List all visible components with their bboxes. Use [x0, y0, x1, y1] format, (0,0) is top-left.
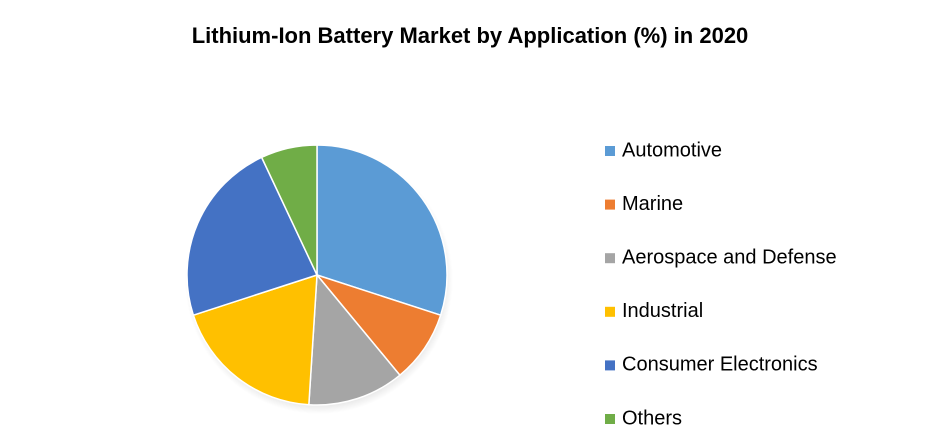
- legend-text: Others: [622, 407, 682, 429]
- legend-text: Industrial: [622, 300, 703, 322]
- pie-slice: [186, 156, 319, 317]
- legend-text: Automotive: [622, 139, 722, 161]
- pie-slice: [192, 273, 318, 406]
- chart-title: Lithium-Ion Battery Market by Applicatio…: [192, 23, 749, 48]
- pie-slice: [316, 144, 448, 317]
- legend-swatch: [605, 360, 615, 371]
- legend-swatch: [605, 199, 615, 210]
- legend-swatch: [605, 253, 615, 264]
- legend-text: Consumer Electronics: [622, 354, 818, 376]
- legend-text: Aerospace and Defense: [622, 246, 837, 268]
- pie-slice: [308, 273, 401, 406]
- pie-slice: [260, 144, 318, 276]
- legend-swatch: [605, 306, 615, 317]
- legend-swatch: [605, 146, 615, 156]
- legend-text: Marine: [622, 193, 683, 215]
- legend-swatch: [605, 414, 615, 424]
